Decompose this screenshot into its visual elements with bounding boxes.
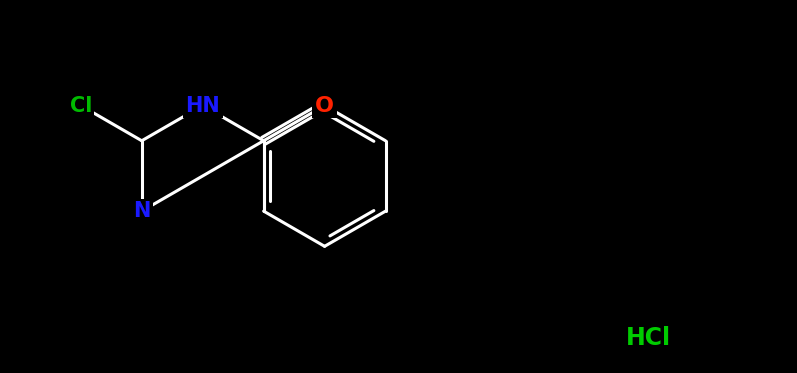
Text: N: N bbox=[133, 201, 151, 221]
Text: O: O bbox=[315, 95, 334, 116]
Text: Cl: Cl bbox=[69, 95, 92, 116]
Text: HCl: HCl bbox=[626, 326, 671, 350]
Text: HN: HN bbox=[186, 95, 220, 116]
